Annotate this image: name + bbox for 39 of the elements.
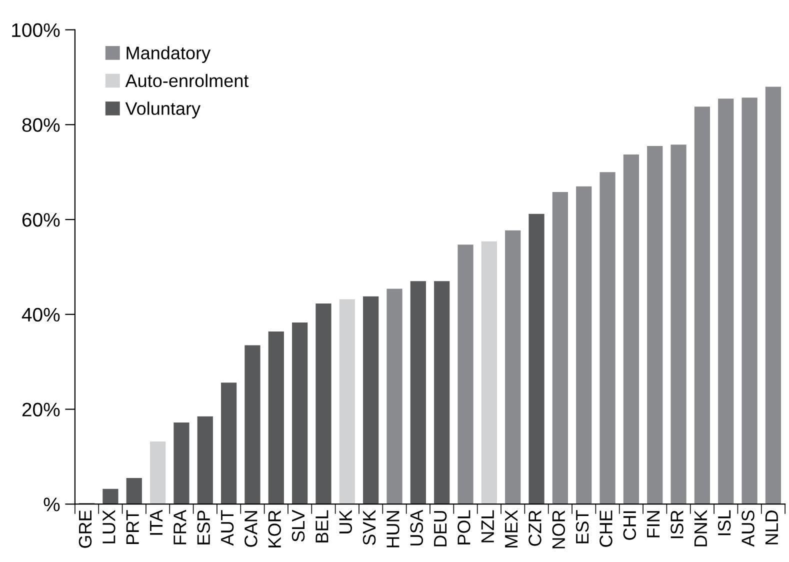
x-tick-label: GRE — [78, 510, 92, 548]
y-tick-label: 60% — [22, 212, 60, 227]
y-tick-label: 100% — [12, 23, 60, 38]
y-tick-label: 20% — [22, 402, 60, 416]
y-tick-label: 80% — [22, 118, 60, 132]
x-tick-label: ESP — [197, 510, 210, 544]
legend-label: Voluntary — [125, 102, 201, 118]
legend-label: Mandatory — [126, 46, 211, 63]
x-tick-label: BEL — [316, 510, 328, 542]
y-tick-label: 40% — [22, 308, 60, 322]
x-tick-label: DNK — [694, 510, 707, 546]
x-tick-label: USA — [410, 510, 424, 546]
x-tick-label: CZR — [528, 510, 542, 546]
x-tick-label: AUT — [221, 510, 234, 546]
x-tick-label: ITA — [150, 510, 162, 535]
x-tick-label: CHI — [623, 511, 636, 540]
x-tick-label: PRT — [126, 510, 139, 544]
x-tick-label: FRA — [174, 510, 186, 544]
x-tick-label: MEX — [505, 510, 518, 548]
x-tick-label: FIN — [647, 511, 660, 538]
x-tick-label: SVK — [362, 510, 376, 545]
x-tick-label: CHE — [600, 510, 612, 547]
x-tick-label: ISL — [718, 510, 731, 536]
x-tick-label: KOR — [268, 510, 281, 548]
x-tick-label: LUX — [102, 510, 116, 544]
x-tick-label: SLV — [292, 510, 305, 542]
legend-label: Auto-enrolment — [125, 74, 249, 88]
x-tick-label: NOR — [552, 510, 566, 548]
x-tick-label: HUN — [386, 511, 400, 548]
x-tick-label: CAN — [244, 511, 258, 547]
x-tick-label: POL — [458, 510, 470, 544]
x-tick-label: ISR — [670, 510, 684, 538]
x-tick-label: EST — [576, 510, 589, 544]
x-tick-label: DEU — [434, 511, 447, 546]
x-tick-label: AUS — [742, 510, 754, 547]
x-tick-label: NLD — [765, 510, 778, 544]
x-tick-label: NZL — [481, 510, 494, 542]
x-tick-label: UK — [339, 510, 352, 534]
y-tick-label: % — [44, 498, 60, 512]
